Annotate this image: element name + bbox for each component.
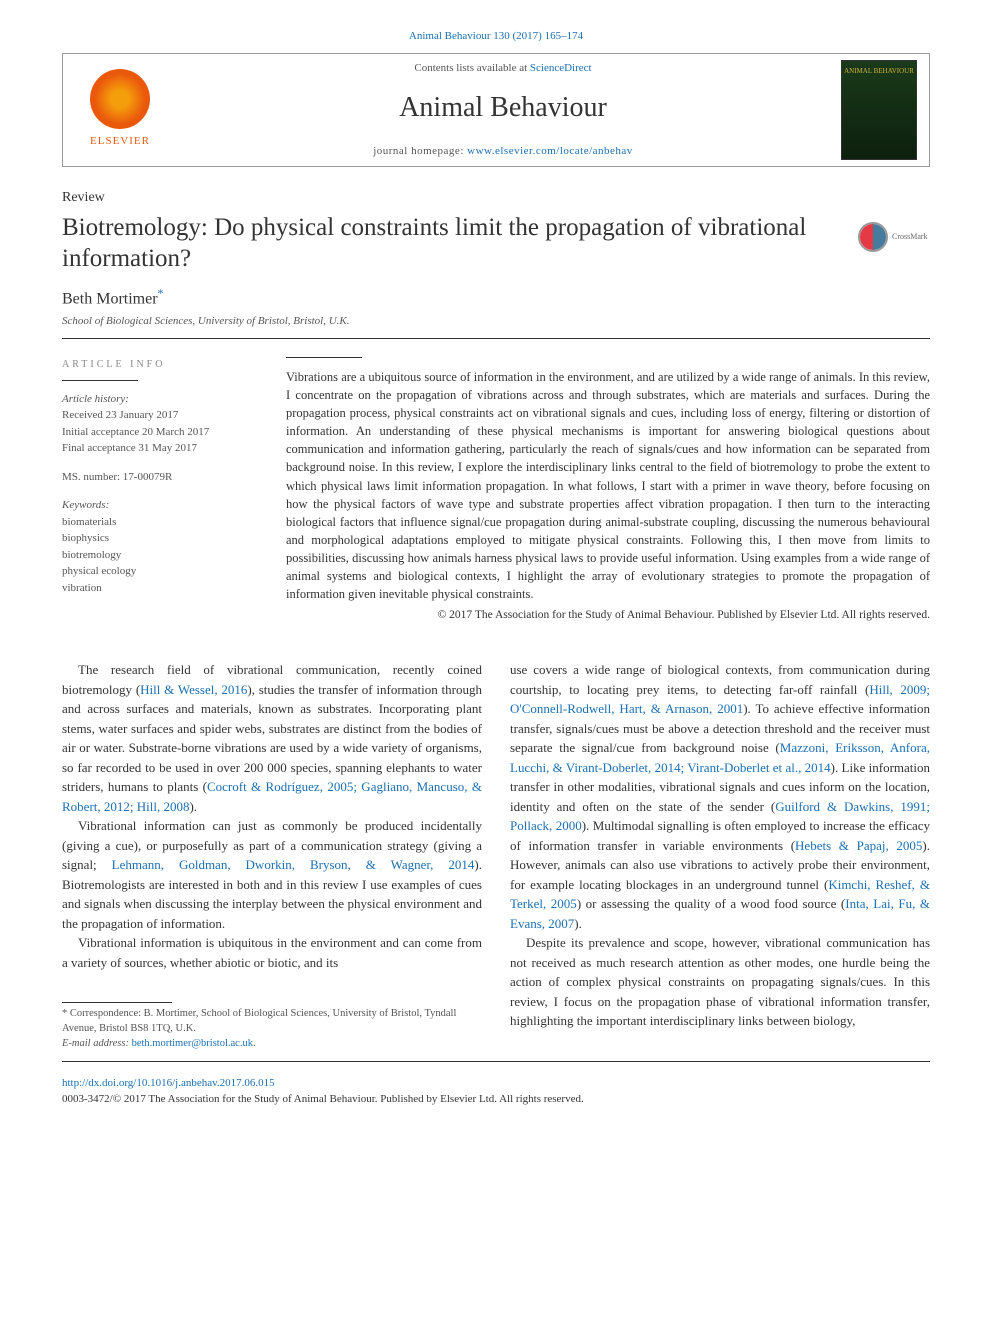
body-paragraph: Vibrational information can just as comm… (62, 816, 482, 933)
author-line: Beth Mortimer* (62, 284, 930, 311)
title-row: Biotremology: Do physical constraints li… (62, 212, 930, 275)
crossmark-label: CrossMark (892, 231, 928, 243)
body-paragraph: Vibrational information is ubiquitous in… (62, 933, 482, 972)
abstract-text: Vibrations are a ubiquitous source of in… (286, 368, 930, 604)
article-info-heading: ARTICLE INFO (62, 357, 262, 372)
elsevier-tree-icon (90, 69, 150, 129)
history-block: Article history: Received 23 January 201… (62, 391, 262, 457)
article-title: Biotremology: Do physical constraints li… (62, 212, 838, 275)
body-columns: The research field of vibrational commun… (62, 660, 930, 1051)
crossmark-badge[interactable]: CrossMark (858, 212, 930, 262)
final-acceptance: Final acceptance 31 May 2017 (62, 440, 262, 457)
article-type: Review (62, 187, 930, 208)
affiliation: School of Biological Sciences, Universit… (62, 313, 930, 330)
correspondence-footnote: * Correspondence: B. Mortimer, School of… (62, 1007, 482, 1036)
elsevier-label: ELSEVIER (90, 133, 150, 150)
history-label: Article history: (62, 391, 262, 408)
keyword: physical ecology (62, 563, 262, 580)
footer-divider (62, 1061, 930, 1062)
email-link[interactable]: beth.mortimer@bristol.ac.uk (132, 1038, 253, 1049)
abstract-divider (286, 357, 362, 358)
column-left: The research field of vibrational commun… (62, 660, 482, 1051)
crossmark-icon (858, 222, 888, 252)
elsevier-logo[interactable]: ELSEVIER (75, 60, 165, 160)
journal-center: Contents lists available at ScienceDirec… (165, 60, 841, 159)
homepage-prefix: journal homepage: (373, 145, 467, 157)
ms-number: MS. number: 17-00079R (62, 469, 262, 486)
cover-title: ANIMAL BEHAVIOUR (844, 67, 914, 75)
keyword: biophysics (62, 530, 262, 547)
issn-copyright: 0003-3472/© 2017 The Association for the… (62, 1092, 930, 1107)
journal-header-box: ELSEVIER Contents lists available at Sci… (62, 53, 930, 167)
keywords-label: Keywords: (62, 497, 262, 514)
initial-acceptance: Initial acceptance 20 March 2017 (62, 424, 262, 441)
body-paragraph: Despite its prevalence and scope, howeve… (510, 933, 930, 1031)
author-name: Beth Mortimer (62, 290, 158, 307)
abstract-panel: Vibrations are a ubiquitous source of in… (286, 357, 930, 624)
abstract-copyright: © 2017 The Association for the Study of … (286, 607, 930, 624)
doi-link[interactable]: http://dx.doi.org/10.1016/j.anbehav.2017… (62, 1077, 275, 1089)
sciencedirect-link[interactable]: ScienceDirect (530, 62, 592, 74)
email-label: E-mail address: (62, 1038, 132, 1049)
footnote-divider (62, 1002, 172, 1003)
keywords-block: Keywords: biomaterials biophysics biotre… (62, 497, 262, 596)
contents-line: Contents lists available at ScienceDirec… (165, 60, 841, 77)
keyword: biomaterials (62, 514, 262, 531)
journal-homepage: journal homepage: www.elsevier.com/locat… (165, 143, 841, 160)
keyword: vibration (62, 580, 262, 597)
divider (62, 338, 930, 339)
info-divider (62, 380, 138, 381)
email-footnote: E-mail address: beth.mortimer@bristol.ac… (62, 1037, 482, 1052)
received-date: Received 23 January 2017 (62, 407, 262, 424)
article-info-panel: ARTICLE INFO Article history: Received 2… (62, 357, 262, 624)
citation-header: Animal Behaviour 130 (2017) 165–174 (62, 28, 930, 45)
contents-prefix: Contents lists available at (414, 62, 529, 74)
body-paragraph: use covers a wide range of biological co… (510, 660, 930, 933)
ref-link[interactable]: Lehmann, Goldman, Dworkin, Bryson, & Wag… (112, 857, 475, 872)
footer-block: http://dx.doi.org/10.1016/j.anbehav.2017… (62, 1076, 930, 1107)
keyword: biotremology (62, 547, 262, 564)
column-right: use covers a wide range of biological co… (510, 660, 930, 1051)
homepage-link[interactable]: www.elsevier.com/locate/anbehav (467, 145, 633, 157)
journal-name: Animal Behaviour (165, 87, 841, 129)
corr-asterisk: * (158, 286, 164, 300)
ref-link[interactable]: Hill & Wessel, 2016 (140, 682, 247, 697)
journal-cover-thumb[interactable]: ANIMAL BEHAVIOUR (841, 60, 917, 160)
info-abstract-row: ARTICLE INFO Article history: Received 2… (62, 357, 930, 624)
ref-link[interactable]: Hebets & Papaj, 2005 (795, 838, 922, 853)
citation-link[interactable]: Animal Behaviour 130 (2017) 165–174 (409, 30, 583, 42)
body-paragraph: The research field of vibrational commun… (62, 660, 482, 816)
keyword-list: biomaterials biophysics biotremology phy… (62, 514, 262, 597)
